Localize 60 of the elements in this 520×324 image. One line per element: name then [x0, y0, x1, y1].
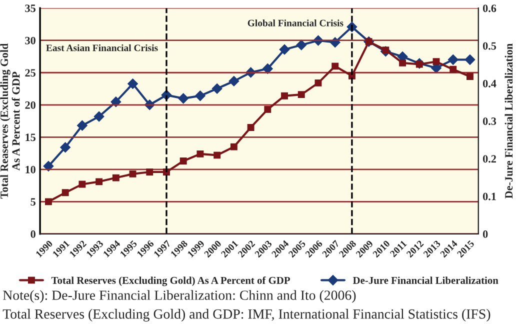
point	[78, 180, 86, 188]
point	[228, 76, 240, 86]
point	[96, 178, 103, 186]
point	[196, 150, 204, 158]
y-tick-label: 5	[30, 198, 36, 206]
point	[146, 168, 154, 176]
y2-tick-label: 0.3	[482, 117, 496, 126]
point	[448, 54, 458, 65]
point	[43, 161, 54, 172]
y2-tick-label: 0.2	[482, 155, 496, 163]
y-tick-label: 30	[25, 36, 36, 44]
ref-line-label: Global Financial Crisis	[248, 20, 344, 26]
y-tick-label: 0	[30, 230, 36, 238]
y-tick-label: 25	[25, 69, 36, 77]
point	[281, 92, 288, 100]
point	[212, 84, 222, 94]
point	[466, 73, 474, 80]
point	[112, 174, 120, 182]
x-tick-label: 2011	[390, 240, 408, 258]
legend-label: De-Jure Financial Liberalization	[352, 276, 498, 284]
point	[94, 111, 104, 122]
y2-tick-label: 0.1	[482, 192, 496, 200]
point	[129, 170, 136, 178]
point	[450, 66, 457, 73]
x-tick-label: 1991	[52, 240, 70, 258]
y-tick-label: 35	[25, 4, 36, 12]
legend-label: Total Reserves (Excluding Gold) As A Percent of GDP	[51, 276, 290, 286]
point	[264, 106, 272, 113]
y2-tick-label: 0.6	[482, 4, 496, 12]
point	[262, 64, 273, 74]
y2-tick-label: 0.4	[482, 80, 496, 88]
point	[178, 93, 188, 104]
point	[180, 158, 187, 164]
y-tick-label: 10	[26, 166, 36, 174]
point	[296, 40, 306, 50]
text: Total Reserves (Excluding Gold) and GDP: IMF, International Financial Statistics (IFS)	[2, 308, 490, 322]
point	[195, 90, 206, 101]
point	[332, 62, 339, 70]
y-tick-label: 15	[26, 134, 36, 142]
point	[62, 189, 69, 196]
point	[60, 142, 70, 152]
point	[399, 59, 406, 66]
point	[298, 91, 305, 98]
point	[77, 120, 88, 131]
point	[247, 124, 254, 131]
point	[128, 78, 138, 89]
y-axis-title: Total Reaserves (Excluding Gold As A Percent of GDP	[0, 43, 20, 199]
point	[44, 198, 52, 206]
text: Note(s): De-Jure Financial Liberalization: Chinn and Ito (2006)	[3, 290, 356, 303]
y-tick-label: 20	[25, 101, 36, 109]
point	[230, 143, 238, 150]
y2-axis-title: De-Jure Financial Liberalization	[504, 44, 513, 198]
point	[432, 58, 440, 66]
point	[214, 152, 221, 159]
ref-line-label: East Asian Financial Crisis	[46, 44, 158, 52]
y2-tick-label: 0.5	[482, 42, 496, 50]
point	[464, 54, 476, 65]
point	[279, 44, 290, 55]
y2-tick-label: 0	[482, 230, 488, 238]
point	[314, 79, 322, 86]
